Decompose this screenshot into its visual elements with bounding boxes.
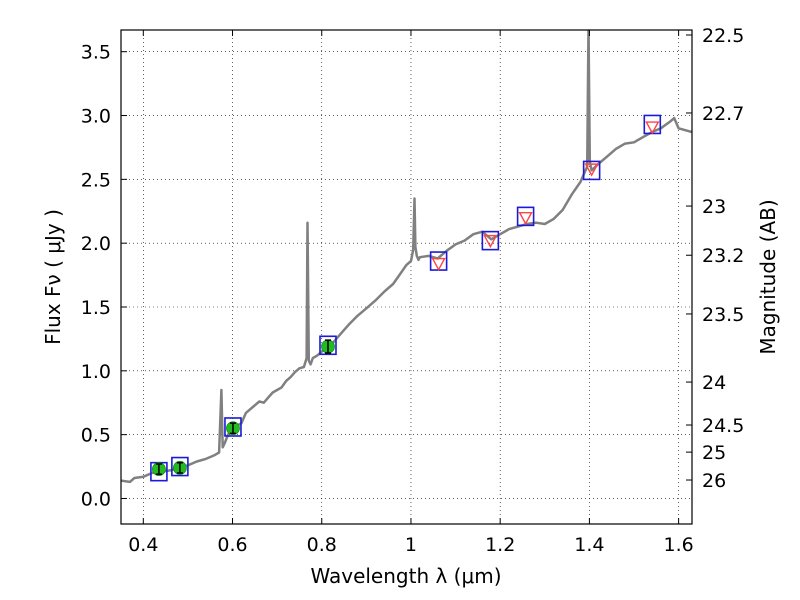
x-tick-label: 0.4 [128,534,158,556]
y-tick-label: 1.5 [81,297,111,319]
right-tick-label: 23 [702,196,726,218]
spectrum-line [121,30,692,484]
right-tick-label: 25 [702,442,726,464]
x-tick-label: 1.6 [664,534,694,556]
model-photometry-point [481,230,500,251]
error-bar [324,339,331,354]
y-tick-label: 0.5 [81,425,111,447]
right-tick-label: 23.2 [702,245,744,267]
right-tick-label: 24 [702,372,726,394]
right-tick-label: 26 [702,470,726,492]
right-tick-label: 22.7 [702,103,744,125]
model-photometry-point [171,456,189,477]
x-tick-labels: 0.4 0.6 0.8 1 1.2 1.4 1.6 [128,534,694,556]
y-tick-label: 2.5 [81,169,111,191]
axis-ticks [121,30,692,524]
right-tick-label: 24.5 [702,415,744,437]
markers-layer [150,114,662,482]
y-tick-label: 1.0 [81,361,111,383]
error-bar [176,461,183,474]
x-tick-label: 1.2 [485,534,515,556]
upper-limit-point [518,211,533,226]
spectrum-layer [121,30,692,484]
right-axis-title: Magnitude (AB) [756,199,780,354]
y-tick-label: 0.0 [81,488,111,510]
model-photometry-point [516,206,535,227]
error-bar [229,422,236,435]
model-photometry-point [319,335,337,356]
x-tick-label: 1.4 [574,534,604,556]
model-photometry-point [582,160,601,181]
y-tick-label: 3.0 [81,106,111,128]
upper-limit-point [584,163,599,177]
right-tick-label: 23.5 [702,304,744,326]
y-tick-labels: 0.0 0.5 1.0 1.5 2.0 2.5 3.0 3.5 [81,42,111,511]
upper-limit-point [483,234,498,249]
error-bar [155,463,162,475]
plot-frame [120,29,693,525]
upper-limit-point [645,121,660,135]
model-photometry-point [429,251,448,271]
upper-limit-point [431,257,446,272]
x-tick-label: 0.8 [307,534,337,556]
x-tick-label: 0.6 [217,534,247,556]
y-tick-label: 2.0 [81,233,111,255]
y-tick-label: 3.5 [81,42,111,64]
y-axis-title: Flux Fν ( μJy ) [41,209,65,345]
grid-lines [121,30,692,524]
right-tick-labels: 22.5 22.7 23 23.2 23.5 24 24.5 25 26 [702,25,744,492]
model-photometry-point [224,417,242,437]
x-tick-label: 1 [405,534,417,556]
right-tick-label: 22.5 [702,25,744,47]
x-axis-title: Wavelength λ (μm) [310,564,501,588]
